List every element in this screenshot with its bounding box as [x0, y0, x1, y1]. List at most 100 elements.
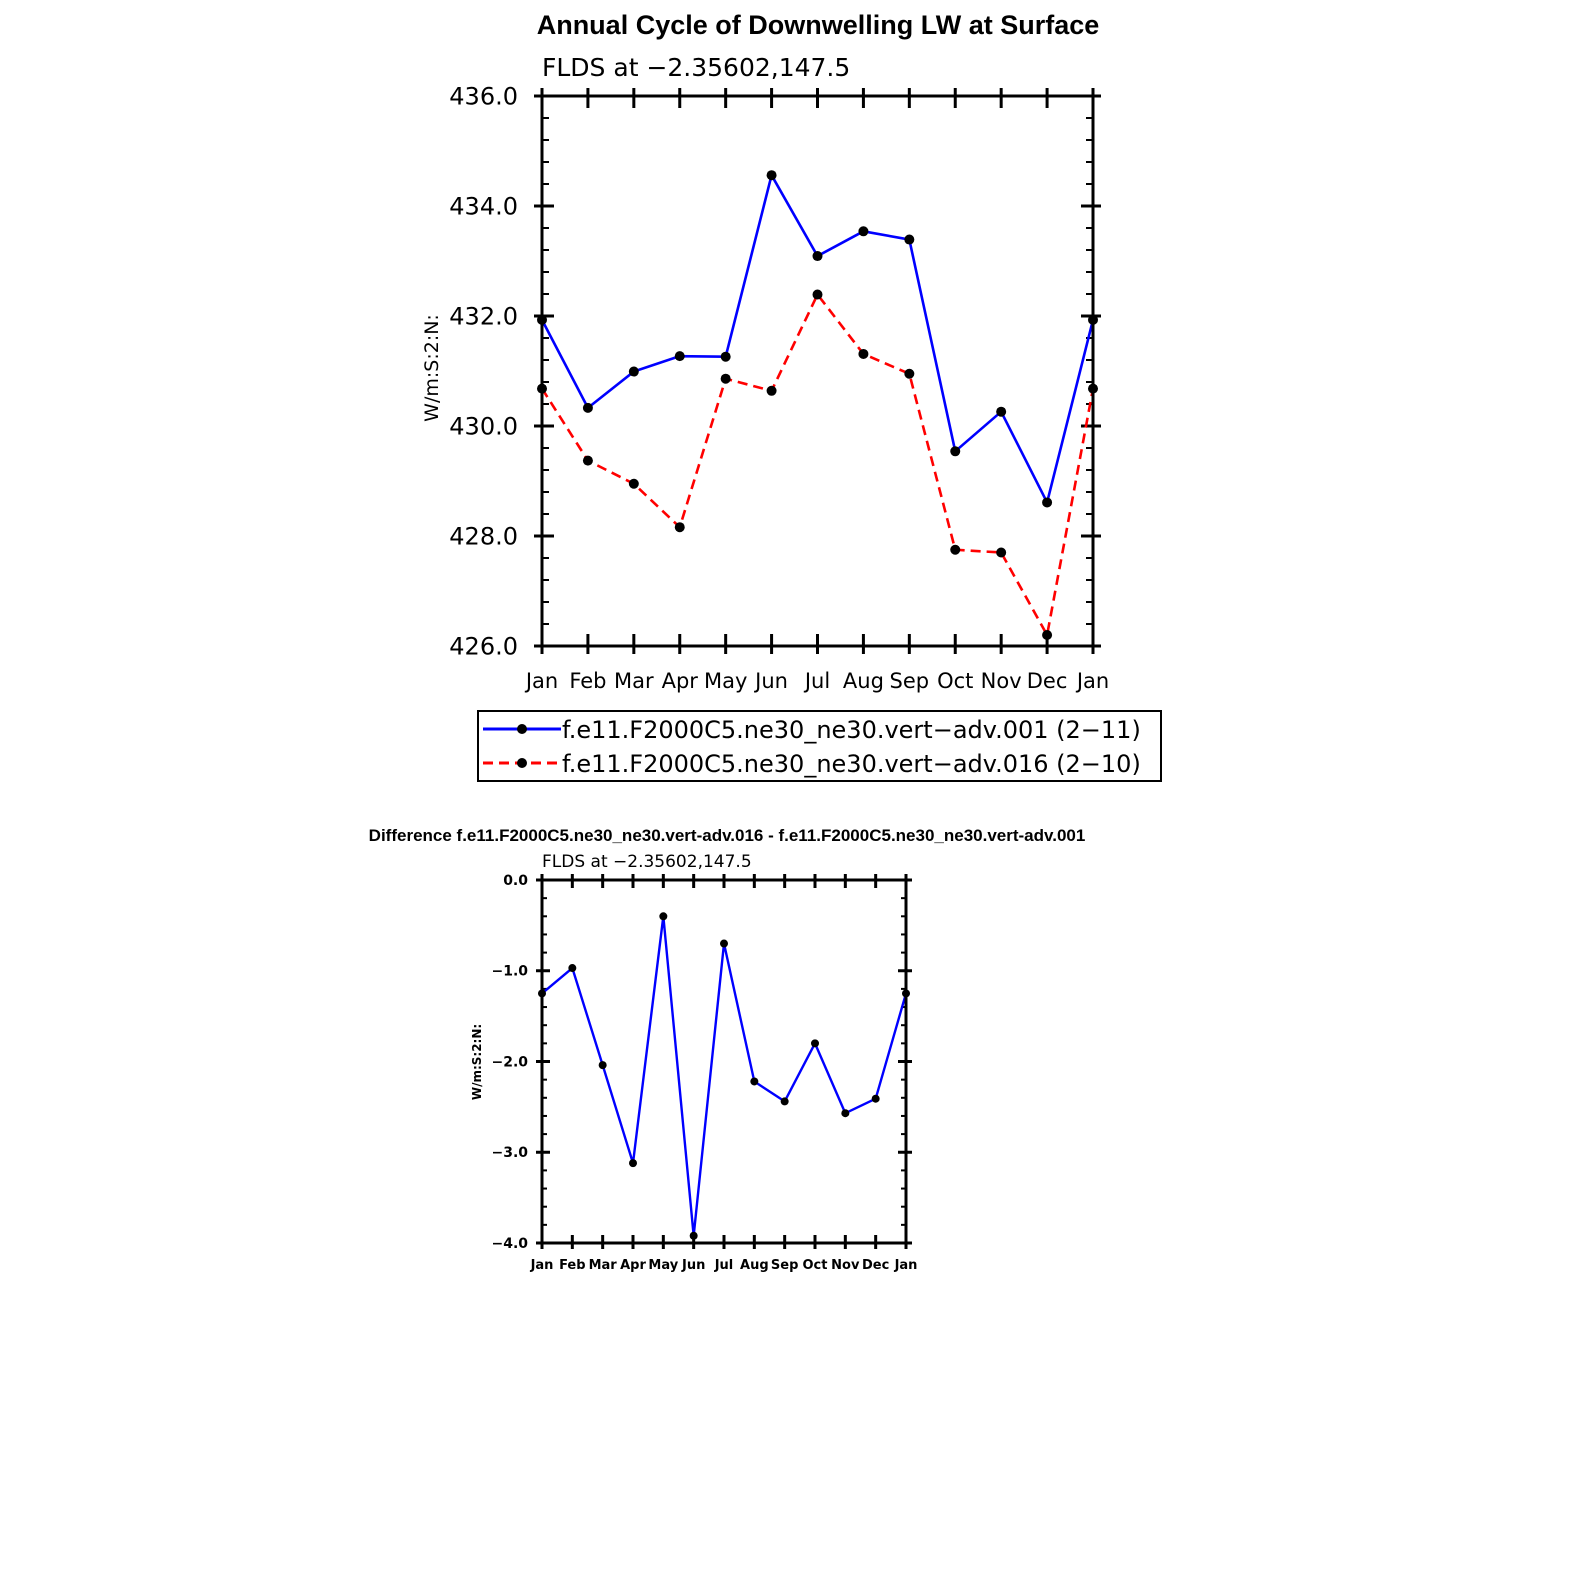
y-tick-label: 430.0 — [449, 412, 518, 440]
data-point-series-2 — [904, 368, 915, 379]
data-point-series-1 — [628, 366, 639, 377]
top-chart-title: Annual Cycle of Downwelling LW at Surfac… — [537, 10, 1100, 40]
bottom-plot-frame — [540, 878, 908, 1245]
data-point-series-2 — [674, 522, 685, 533]
bottom-x-tick-labels: Jan Feb Mar Apr May Jun Jul Aug Sep Oct Nov Dec Jan — [530, 1258, 918, 1273]
x-tick-label: Jan — [894, 1258, 918, 1273]
data-point-series-2 — [812, 289, 823, 300]
data-point-series-1 — [780, 1097, 789, 1106]
y-tick-label: 434.0 — [449, 192, 518, 220]
x-tick-label: Aug — [843, 669, 884, 693]
x-tick-label: Mar — [614, 669, 654, 693]
top-chart-subtitle: FLDS at −2.35602,147.5 — [542, 53, 850, 82]
y-tick-label: 426.0 — [449, 632, 518, 660]
legend-label-series-1: f.e11.F2000C5.ne30_ne30.vert−adv.001 (2−… — [562, 716, 1141, 744]
top-x-tick-labels: Jan Feb Mar Apr May Jun Jul Aug Sep Oct Nov Dec Jan — [524, 669, 1109, 693]
series-line-2 — [540, 293, 1095, 637]
legend-entry-series-2: f.e11.F2000C5.ne30_ne30.vert−adv.016 (2−… — [483, 750, 1141, 778]
data-point-series-1 — [950, 446, 961, 457]
data-point-series-2 — [1042, 630, 1053, 640]
legend: f.e11.F2000C5.ne30_ne30.vert−adv.001 (2−… — [477, 710, 1162, 782]
panel-top: Annual Cycle of Downwelling LW at Surfac… — [421, 10, 1162, 782]
data-point-series-1 — [841, 1109, 850, 1118]
data-point-series-1 — [629, 1159, 637, 1168]
bottom-chart-title: Difference f.e11.F2000C5.ne30_ne30.vert-… — [369, 826, 1086, 845]
data-point-series-1 — [811, 1039, 819, 1048]
x-tick-label: Oct — [803, 1258, 828, 1273]
legend-marker-series-2 — [517, 758, 527, 768]
x-tick-label: May — [704, 669, 747, 693]
bottom-series-layer — [538, 912, 910, 1240]
data-point-series-2 — [720, 373, 731, 384]
top-y-tick-labels: 426.0 428.0 430.0 432.0 434.0 436.0 — [449, 82, 518, 660]
top-series-layer — [537, 170, 1098, 640]
data-point-series-1 — [582, 402, 593, 413]
x-tick-label: Jun — [753, 669, 788, 693]
x-tick-label: Apr — [662, 669, 699, 693]
y-tick-label: 432.0 — [449, 302, 518, 330]
y-tick-label: 428.0 — [449, 522, 518, 550]
x-tick-label: Apr — [620, 1258, 646, 1273]
x-tick-label: Jul — [714, 1258, 734, 1273]
data-point-series-1 — [996, 406, 1007, 417]
x-tick-label: Jul — [803, 669, 830, 693]
data-point-series-1 — [1042, 497, 1053, 508]
data-point-series-1 — [720, 939, 728, 948]
x-tick-label: Feb — [569, 669, 606, 693]
top-y-axis-label: W/m:S:2:N: — [421, 314, 443, 422]
legend-marker-series-1 — [517, 724, 527, 734]
x-tick-label: Dec — [862, 1258, 889, 1273]
y-tick-label: −2.0 — [491, 1054, 528, 1070]
series-line-1 — [540, 173, 1095, 504]
x-tick-label: Feb — [559, 1258, 585, 1273]
data-point-series-1 — [871, 1094, 880, 1103]
data-point-series-2 — [858, 348, 869, 359]
data-point-series-1 — [904, 234, 915, 245]
data-point-series-1 — [720, 351, 731, 362]
y-tick-label: −4.0 — [491, 1236, 528, 1252]
legend-label-series-2: f.e11.F2000C5.ne30_ne30.vert−adv.016 (2−… — [562, 750, 1141, 778]
bottom-chart-subtitle: FLDS at −2.35602,147.5 — [542, 852, 752, 872]
panel-bottom: Difference f.e11.F2000C5.ne30_ne30.vert-… — [369, 826, 1086, 1273]
data-point-series-1 — [766, 170, 777, 181]
x-tick-label: Jan — [1075, 669, 1109, 693]
y-tick-label: 0.0 — [503, 873, 528, 889]
x-tick-label: Jan — [524, 669, 558, 693]
x-tick-label: Nov — [981, 669, 1022, 693]
x-tick-label: Jan — [530, 1258, 554, 1273]
x-tick-label: May — [648, 1258, 678, 1273]
data-point-series-1 — [598, 1061, 607, 1070]
data-point-series-2 — [996, 547, 1007, 558]
data-point-series-2 — [950, 544, 961, 555]
x-tick-label: Sep — [771, 1258, 799, 1273]
bottom-y-axis-label: W/m:S:2:N: — [470, 1024, 484, 1100]
legend-frame — [477, 710, 1162, 782]
series-line-1 — [541, 915, 908, 1237]
x-tick-label: Dec — [1027, 669, 1068, 693]
data-point-series-1 — [750, 1077, 759, 1086]
x-tick-label: Nov — [831, 1258, 860, 1273]
data-point-series-1 — [568, 964, 577, 973]
data-point-series-1 — [689, 1231, 698, 1240]
data-point-series-1 — [674, 351, 685, 362]
data-point-series-2 — [628, 478, 639, 489]
x-tick-label: Mar — [589, 1258, 618, 1273]
data-point-series-1 — [659, 912, 668, 921]
y-tick-label: −1.0 — [491, 964, 528, 980]
data-point-series-1 — [858, 226, 869, 237]
top-axis-ticks — [534, 88, 1101, 654]
x-tick-label: Oct — [937, 669, 973, 693]
data-point-series-1 — [812, 251, 823, 262]
bottom-y-tick-labels: −4.0 −3.0 −2.0 −1.0 0.0 — [491, 873, 528, 1252]
x-tick-label: Sep — [890, 669, 930, 693]
y-tick-label: 436.0 — [449, 82, 518, 110]
x-tick-label: Aug — [740, 1258, 769, 1273]
y-tick-label: −3.0 — [491, 1145, 528, 1161]
legend-entry-series-1: f.e11.F2000C5.ne30_ne30.vert−adv.001 (2−… — [483, 716, 1141, 744]
x-tick-label: Jun — [681, 1258, 705, 1273]
bottom-axis-ticks — [536, 874, 912, 1249]
data-point-series-2 — [766, 385, 777, 396]
top-plot-frame — [540, 94, 1095, 648]
data-point-series-2 — [582, 455, 593, 466]
